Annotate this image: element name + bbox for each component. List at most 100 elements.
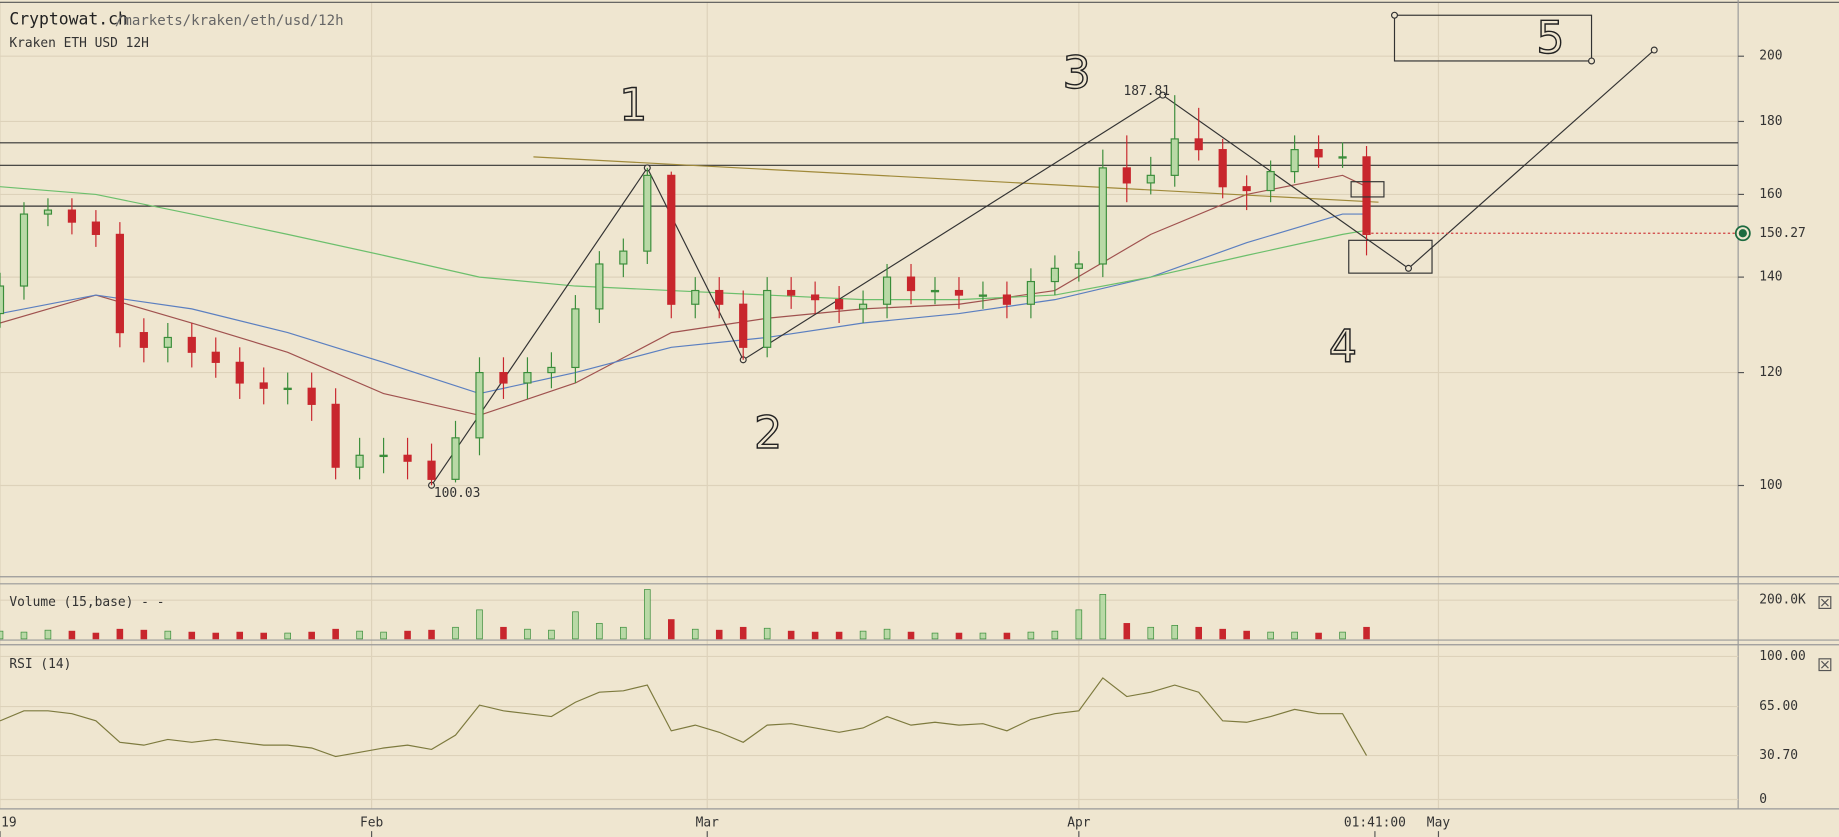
volume-bar [284, 632, 291, 640]
candle-body [882, 276, 892, 305]
candle-body [571, 308, 580, 369]
volume-bar [260, 632, 268, 640]
candle-body [43, 209, 53, 215]
volume-bar [1267, 631, 1274, 640]
candle-body [978, 294, 988, 297]
volume-bar [1219, 628, 1226, 640]
market-path: /markets/kraken/eth/usd/12h [115, 13, 344, 29]
volume-bar [524, 628, 531, 640]
candle-body [1266, 171, 1275, 192]
y-tick-label: 65.00 [1759, 699, 1798, 714]
y-tick-label: 140 [1759, 270, 1782, 285]
y-tick-label: 160 [1759, 187, 1782, 202]
candle-body [331, 403, 340, 468]
volume-bar [1147, 626, 1155, 640]
volume-bar [212, 632, 220, 640]
trendline [431, 49, 1655, 486]
candle-body [595, 263, 604, 310]
volume-bar [739, 626, 747, 640]
volume-bar [1099, 594, 1107, 640]
candle-body [283, 387, 292, 391]
candle-body [1050, 267, 1059, 283]
x-tick-label: 19 [1, 815, 17, 830]
candle-body [1218, 149, 1227, 188]
moving-average [533, 156, 1379, 203]
candle-body [667, 174, 676, 305]
candle-body [427, 460, 436, 480]
low-label: 100.03 [434, 486, 481, 501]
current-time-label: 01:41:00 [1344, 815, 1406, 830]
volume-bar [500, 626, 507, 640]
volume-bar [0, 630, 4, 640]
candle-body [307, 387, 316, 405]
volume-bar [691, 628, 699, 640]
y-tick-label: 180 [1759, 114, 1782, 129]
volume-bar [644, 589, 651, 640]
close-button[interactable] [1818, 596, 1832, 609]
candle-body [547, 366, 556, 374]
candle-body [1290, 149, 1299, 173]
candle-body [211, 351, 220, 363]
candle-body [1122, 167, 1131, 184]
candle-body [763, 289, 772, 348]
volume-bar [1003, 632, 1011, 640]
candle-body [906, 276, 916, 292]
volume-bar [620, 626, 627, 640]
drawn-box [1393, 14, 1593, 62]
drawn-box [1348, 239, 1433, 274]
volume-bar [1051, 630, 1059, 640]
volume-bar [979, 632, 987, 640]
candle-body [858, 303, 868, 310]
candle-body [691, 289, 700, 305]
candle-body [1338, 156, 1347, 159]
volume-bar [931, 632, 939, 640]
volume-bar [907, 631, 915, 640]
last-price-label: 150.27 [1759, 226, 1806, 241]
handwritten-note: 2 [754, 407, 782, 459]
handwritten-note: 5 [1536, 12, 1564, 64]
volume-bar [476, 609, 483, 640]
handwritten-note: 4 [1329, 320, 1357, 372]
panel-title: Volume (15,base) - - [9, 595, 164, 610]
volume-bar [811, 631, 819, 640]
candle-body [235, 361, 244, 384]
volume-bar [548, 629, 555, 640]
volume-bar [404, 630, 411, 640]
volume-bar [1027, 631, 1035, 640]
volume-bar [44, 629, 52, 640]
volume-bar [596, 623, 603, 640]
volume-bar [667, 619, 675, 640]
volume-bar [859, 630, 867, 640]
trendline-point [1159, 91, 1167, 99]
candle-body [1098, 167, 1107, 265]
drawn-box [1350, 181, 1385, 198]
x-tick-label: Feb [360, 815, 383, 830]
volume-bar [883, 628, 891, 640]
y-tick-label: 100 [1759, 478, 1782, 493]
candle-body [739, 303, 748, 348]
candle-body [1026, 280, 1035, 305]
trendline-point [1650, 46, 1658, 54]
moving-average [0, 174, 1367, 416]
candle-body [930, 289, 940, 293]
x-tick-label: Apr [1067, 815, 1091, 830]
x-tick-label: May [1427, 815, 1451, 830]
close-button[interactable] [1818, 658, 1832, 672]
volume-bar [116, 628, 124, 640]
y-tick-label: 200 [1759, 49, 1782, 64]
candle-body [787, 289, 796, 296]
candle-body [954, 289, 964, 296]
candle-body [259, 382, 268, 389]
volume-bar [572, 611, 579, 640]
x-tick-label: Mar [696, 815, 720, 830]
candle-body [187, 336, 196, 353]
volume-bar [20, 631, 28, 640]
candle-body [1002, 294, 1012, 305]
y-tick-label: 200.0K [1759, 593, 1806, 608]
candle-body [403, 454, 412, 462]
volume-bar [1075, 609, 1083, 640]
candle-body [1146, 174, 1155, 184]
candle-body [475, 371, 484, 439]
last-price-dot [1738, 229, 1747, 238]
volume-bar [428, 629, 435, 640]
